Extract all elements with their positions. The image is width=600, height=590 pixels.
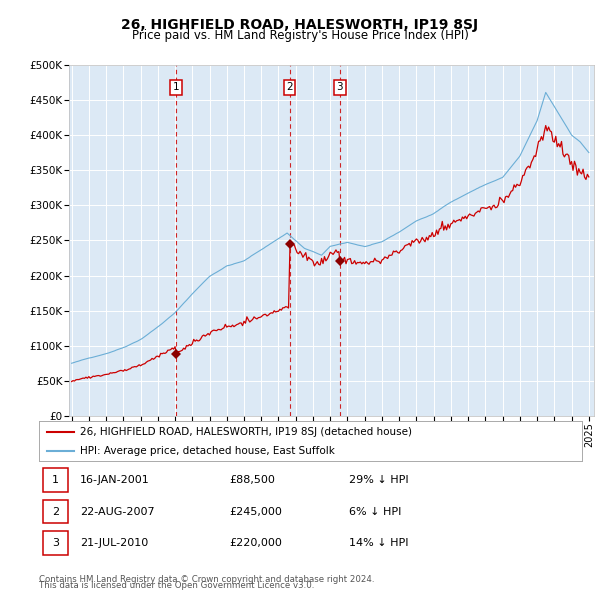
Text: £245,000: £245,000: [229, 507, 282, 516]
Text: 1: 1: [172, 83, 179, 93]
Text: £220,000: £220,000: [229, 539, 282, 548]
Text: 22-AUG-2007: 22-AUG-2007: [80, 507, 154, 516]
Text: 3: 3: [52, 539, 59, 548]
Text: 21-JUL-2010: 21-JUL-2010: [80, 539, 148, 548]
Text: Price paid vs. HM Land Registry's House Price Index (HPI): Price paid vs. HM Land Registry's House …: [131, 30, 469, 42]
FancyBboxPatch shape: [43, 532, 68, 555]
Text: 29% ↓ HPI: 29% ↓ HPI: [349, 475, 408, 484]
Text: 3: 3: [337, 83, 343, 93]
FancyBboxPatch shape: [43, 468, 68, 491]
Text: 26, HIGHFIELD ROAD, HALESWORTH, IP19 8SJ (detached house): 26, HIGHFIELD ROAD, HALESWORTH, IP19 8SJ…: [80, 427, 412, 437]
Text: 2: 2: [286, 83, 293, 93]
Text: 6% ↓ HPI: 6% ↓ HPI: [349, 507, 401, 516]
Text: 26, HIGHFIELD ROAD, HALESWORTH, IP19 8SJ: 26, HIGHFIELD ROAD, HALESWORTH, IP19 8SJ: [121, 18, 479, 32]
Text: 1: 1: [52, 475, 59, 484]
Text: 16-JAN-2001: 16-JAN-2001: [80, 475, 149, 484]
Text: 14% ↓ HPI: 14% ↓ HPI: [349, 539, 408, 548]
FancyBboxPatch shape: [43, 500, 68, 523]
Text: Contains HM Land Registry data © Crown copyright and database right 2024.: Contains HM Land Registry data © Crown c…: [39, 575, 374, 584]
Text: HPI: Average price, detached house, East Suffolk: HPI: Average price, detached house, East…: [80, 445, 335, 455]
Text: This data is licensed under the Open Government Licence v3.0.: This data is licensed under the Open Gov…: [39, 581, 314, 590]
Text: £88,500: £88,500: [229, 475, 275, 484]
Text: 2: 2: [52, 507, 59, 516]
